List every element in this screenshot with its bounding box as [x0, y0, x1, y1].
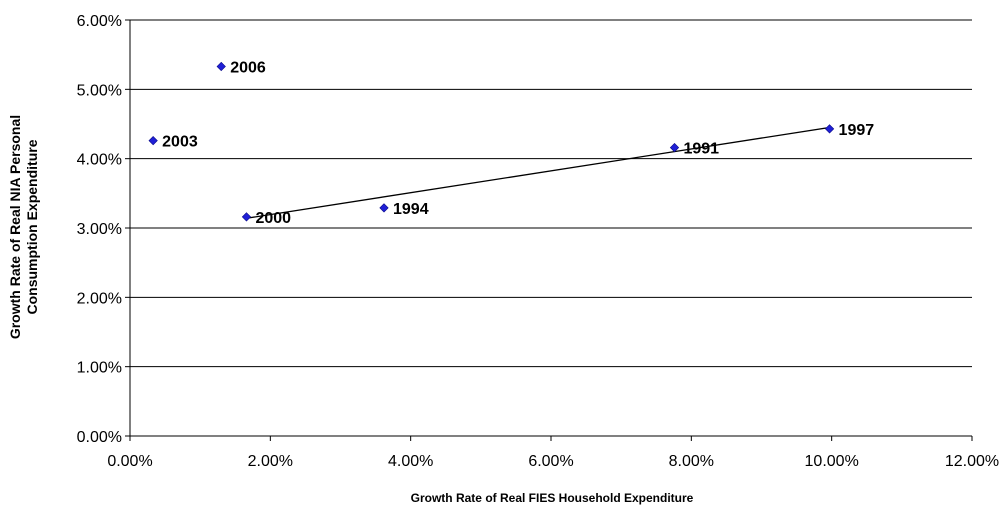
data-point-label: 1994	[393, 201, 429, 218]
data-point-label: 2000	[255, 210, 291, 227]
x-tick-label: 4.00%	[388, 453, 433, 470]
y-axis-title-line-1: Growth Rate of Real NIA Personal	[7, 115, 23, 339]
y-tick-label: 1.00%	[77, 360, 122, 377]
axes	[125, 19, 973, 441]
data-points: 2006 2003 2000 1994 1991 1997	[148, 59, 875, 227]
trendline	[246, 126, 830, 219]
x-tick-label: 8.00%	[669, 453, 714, 470]
tick-labels: 0.00% 1.00% 2.00% 3.00% 4.00% 5.00% 6.00% 0.00%…	[77, 13, 1000, 470]
data-point-marker	[148, 136, 158, 146]
data-point-label: 2003	[162, 134, 198, 151]
data-point-label: 1991	[683, 141, 719, 158]
y-axis-title-group: Growth Rate of Real NIA Personal Consump…	[7, 115, 40, 339]
grid-lines	[130, 19, 972, 368]
x-tick-label: 10.00%	[805, 453, 859, 470]
y-tick-label: 6.00%	[77, 13, 122, 30]
trendline-group	[246, 126, 830, 219]
data-point-marker	[824, 124, 835, 134]
x-tick-label: 6.00%	[528, 453, 573, 470]
y-axis-title-line-2: Consumption Expenditure	[24, 139, 40, 314]
x-tick-label: 2.00%	[248, 453, 293, 470]
y-tick-label: 4.00%	[77, 152, 122, 169]
y-tick-label: 2.00%	[77, 290, 122, 307]
data-point-label: 2006	[230, 59, 266, 76]
data-point-marker	[241, 212, 252, 222]
y-tick-label: 5.00%	[77, 82, 122, 99]
data-point-label: 1997	[839, 122, 875, 139]
x-axis-title: Growth Rate of Real FIES Household Expen…	[411, 491, 694, 505]
y-tick-label: 3.00%	[77, 221, 122, 238]
x-tick-label: 12.00%	[945, 453, 999, 470]
data-point-marker	[379, 203, 389, 213]
y-tick-label: 0.00%	[77, 429, 122, 446]
data-point-marker	[216, 61, 226, 72]
x-tick-label: 0.00%	[107, 453, 152, 470]
data-point-marker	[669, 142, 680, 153]
